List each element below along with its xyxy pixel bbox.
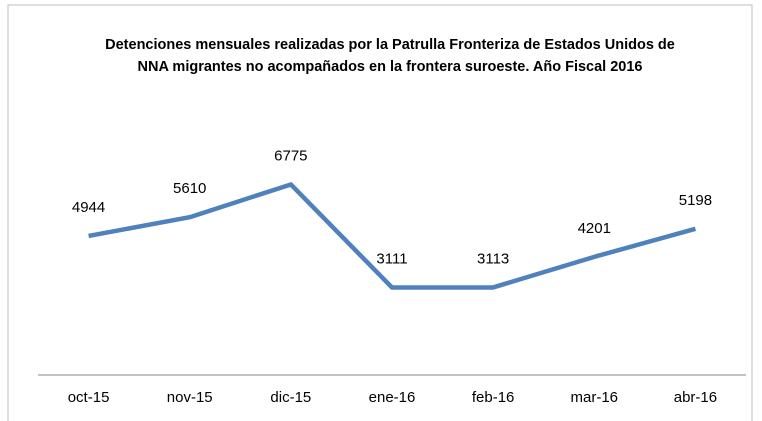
x-tick-label: dic-15 [270, 389, 311, 406]
x-tick-label: mar-16 [571, 389, 619, 406]
data-label: 6775 [274, 147, 307, 164]
x-tick-label: oct-15 [68, 389, 110, 406]
data-label: 5610 [173, 180, 206, 197]
data-label: 5198 [679, 192, 712, 209]
line [88, 182, 697, 290]
x-tick-label: feb-16 [472, 389, 515, 406]
x-tick-label: ene-16 [369, 389, 416, 406]
chart-title: Detenciones mensuales realizadas por la … [105, 37, 675, 75]
chart-border [7, 4, 753, 421]
data-label: 3111 [376, 250, 407, 267]
data-label: 4201 [578, 220, 611, 237]
x-tick-label: abr-16 [674, 389, 717, 406]
data-label: 4944 [72, 199, 105, 216]
data-label: 3113 [477, 250, 509, 267]
x-tick-label: nov-15 [167, 389, 213, 406]
